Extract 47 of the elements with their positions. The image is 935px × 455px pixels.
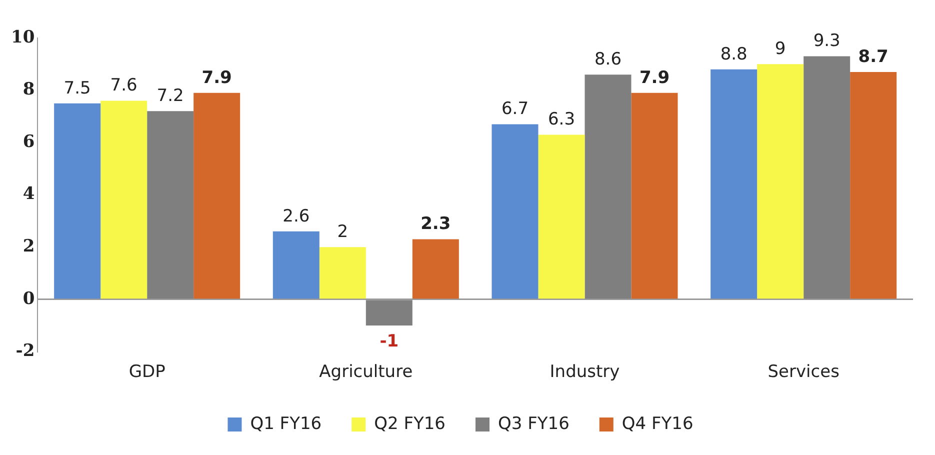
y-tick-label: 6 [22, 132, 35, 152]
bar [412, 239, 459, 299]
x-tick-label: Industry [550, 362, 620, 382]
y-tick-label: 4 [22, 184, 35, 204]
bar [366, 300, 412, 326]
y-tick-label: -2 [16, 341, 35, 362]
data-label: 8.6 [594, 50, 622, 70]
y-tick-label: 10 [10, 27, 35, 48]
data-label: 6.3 [548, 110, 576, 130]
bar [631, 92, 678, 299]
bar [319, 247, 366, 299]
data-label: -1 [380, 331, 399, 352]
data-label: 6.7 [501, 99, 529, 120]
legend-label: Q1 FY16 [250, 414, 322, 434]
data-label: 7.5 [64, 78, 91, 98]
bar [757, 64, 804, 299]
data-label: 7.9 [202, 68, 232, 88]
data-label: 2.6 [282, 206, 310, 226]
bar [710, 69, 758, 299]
data-label: 8.8 [720, 44, 748, 64]
bar [272, 231, 320, 299]
y-tick-label: 8 [22, 80, 35, 100]
data-label: 8.7 [858, 46, 888, 67]
y-tick-label: 2 [22, 236, 35, 256]
x-tick-label: GDP [128, 362, 166, 382]
data-label: 7.6 [110, 76, 138, 96]
y-tick-label: 0 [22, 288, 35, 309]
bar [804, 56, 850, 299]
x-tick-label: Services [768, 362, 840, 382]
bar [492, 124, 538, 299]
bar [538, 134, 585, 299]
data-label: 2.3 [420, 214, 451, 234]
bar [850, 72, 897, 299]
bar [147, 111, 194, 299]
data-label: 9.3 [813, 31, 840, 52]
bar [100, 100, 148, 299]
data-label: 9 [774, 39, 786, 60]
bar [584, 74, 632, 299]
bar [54, 103, 101, 299]
bar [194, 92, 240, 299]
data-label: 7.2 [156, 86, 184, 106]
data-label: 7.9 [639, 68, 670, 88]
legend-label: Q2 FY16 [374, 414, 446, 434]
legend-label: Q4 FY16 [622, 414, 694, 434]
legend-label: Q3 FY16 [498, 414, 570, 434]
data-label: 2 [337, 222, 348, 242]
x-tick-label: Agriculture [319, 362, 413, 382]
